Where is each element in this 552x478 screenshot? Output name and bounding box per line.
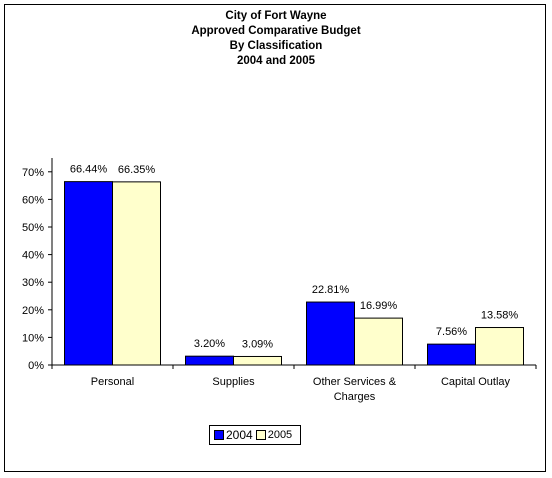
y-tick-label: 20% (22, 305, 44, 317)
category-label: Other Services & (313, 376, 397, 388)
data-label-2004: 22.81% (312, 284, 350, 296)
bar-2005 (354, 317, 403, 366)
data-label-2004: 66.44% (70, 164, 108, 176)
data-label-2005: 13.58% (481, 310, 519, 322)
y-tick-label: 70% (22, 167, 44, 179)
category-label: Charges (334, 391, 376, 403)
legend: 2004 2005 (209, 425, 301, 445)
bars (64, 181, 524, 366)
bar-2004 (427, 343, 476, 366)
chart-title: City of Fort Wayne Approved Comparative B… (191, 10, 360, 67)
legend-entry-2005: 2005 (255, 429, 293, 441)
chart-title-line-2: By Classification (230, 40, 323, 52)
y-tick-label: 0% (28, 360, 44, 372)
legend-swatch-2004 (214, 430, 224, 440)
chart-title-line-3: 2004 and 2005 (237, 55, 316, 67)
y-tick-label: 40% (22, 250, 44, 262)
y-tick-label: 60% (22, 194, 44, 206)
x-axis: Personal Supplies Other Services & Charges C… (51, 365, 537, 403)
data-labels: 66.44% 66.35% 3.20% 3.09% 22.81% 16.99% 7.56% 1… (70, 164, 519, 351)
chart-title-line-1: Approved Comparative Budget (191, 25, 360, 37)
bar-2005 (233, 355, 282, 366)
bar-2004 (306, 301, 355, 366)
y-tick-label: 50% (22, 222, 44, 234)
legend-label-2004: 2004 (226, 428, 253, 442)
legend-entry-2004: 2004 (214, 428, 253, 442)
legend-label-2005: 2005 (267, 429, 293, 441)
legend-swatch-2005 (255, 430, 266, 440)
data-label-2005: 3.09% (242, 338, 273, 350)
bar-2004 (185, 355, 234, 366)
data-label-2004: 3.20% (194, 338, 225, 350)
bar-2004 (64, 181, 113, 366)
data-label-2005: 66.35% (118, 164, 156, 176)
bar-2005 (475, 327, 524, 366)
category-label: Capital Outlay (441, 376, 511, 388)
bar-2005 (112, 181, 161, 366)
y-tick-label: 10% (22, 332, 44, 344)
category-label: Supplies (212, 376, 255, 388)
category-label: Personal (91, 376, 134, 388)
y-tick-label: 30% (22, 277, 44, 289)
data-label-2005: 16.99% (360, 300, 398, 312)
chart-title-line-0: City of Fort Wayne (225, 10, 326, 22)
data-label-2004: 7.56% (436, 326, 467, 338)
